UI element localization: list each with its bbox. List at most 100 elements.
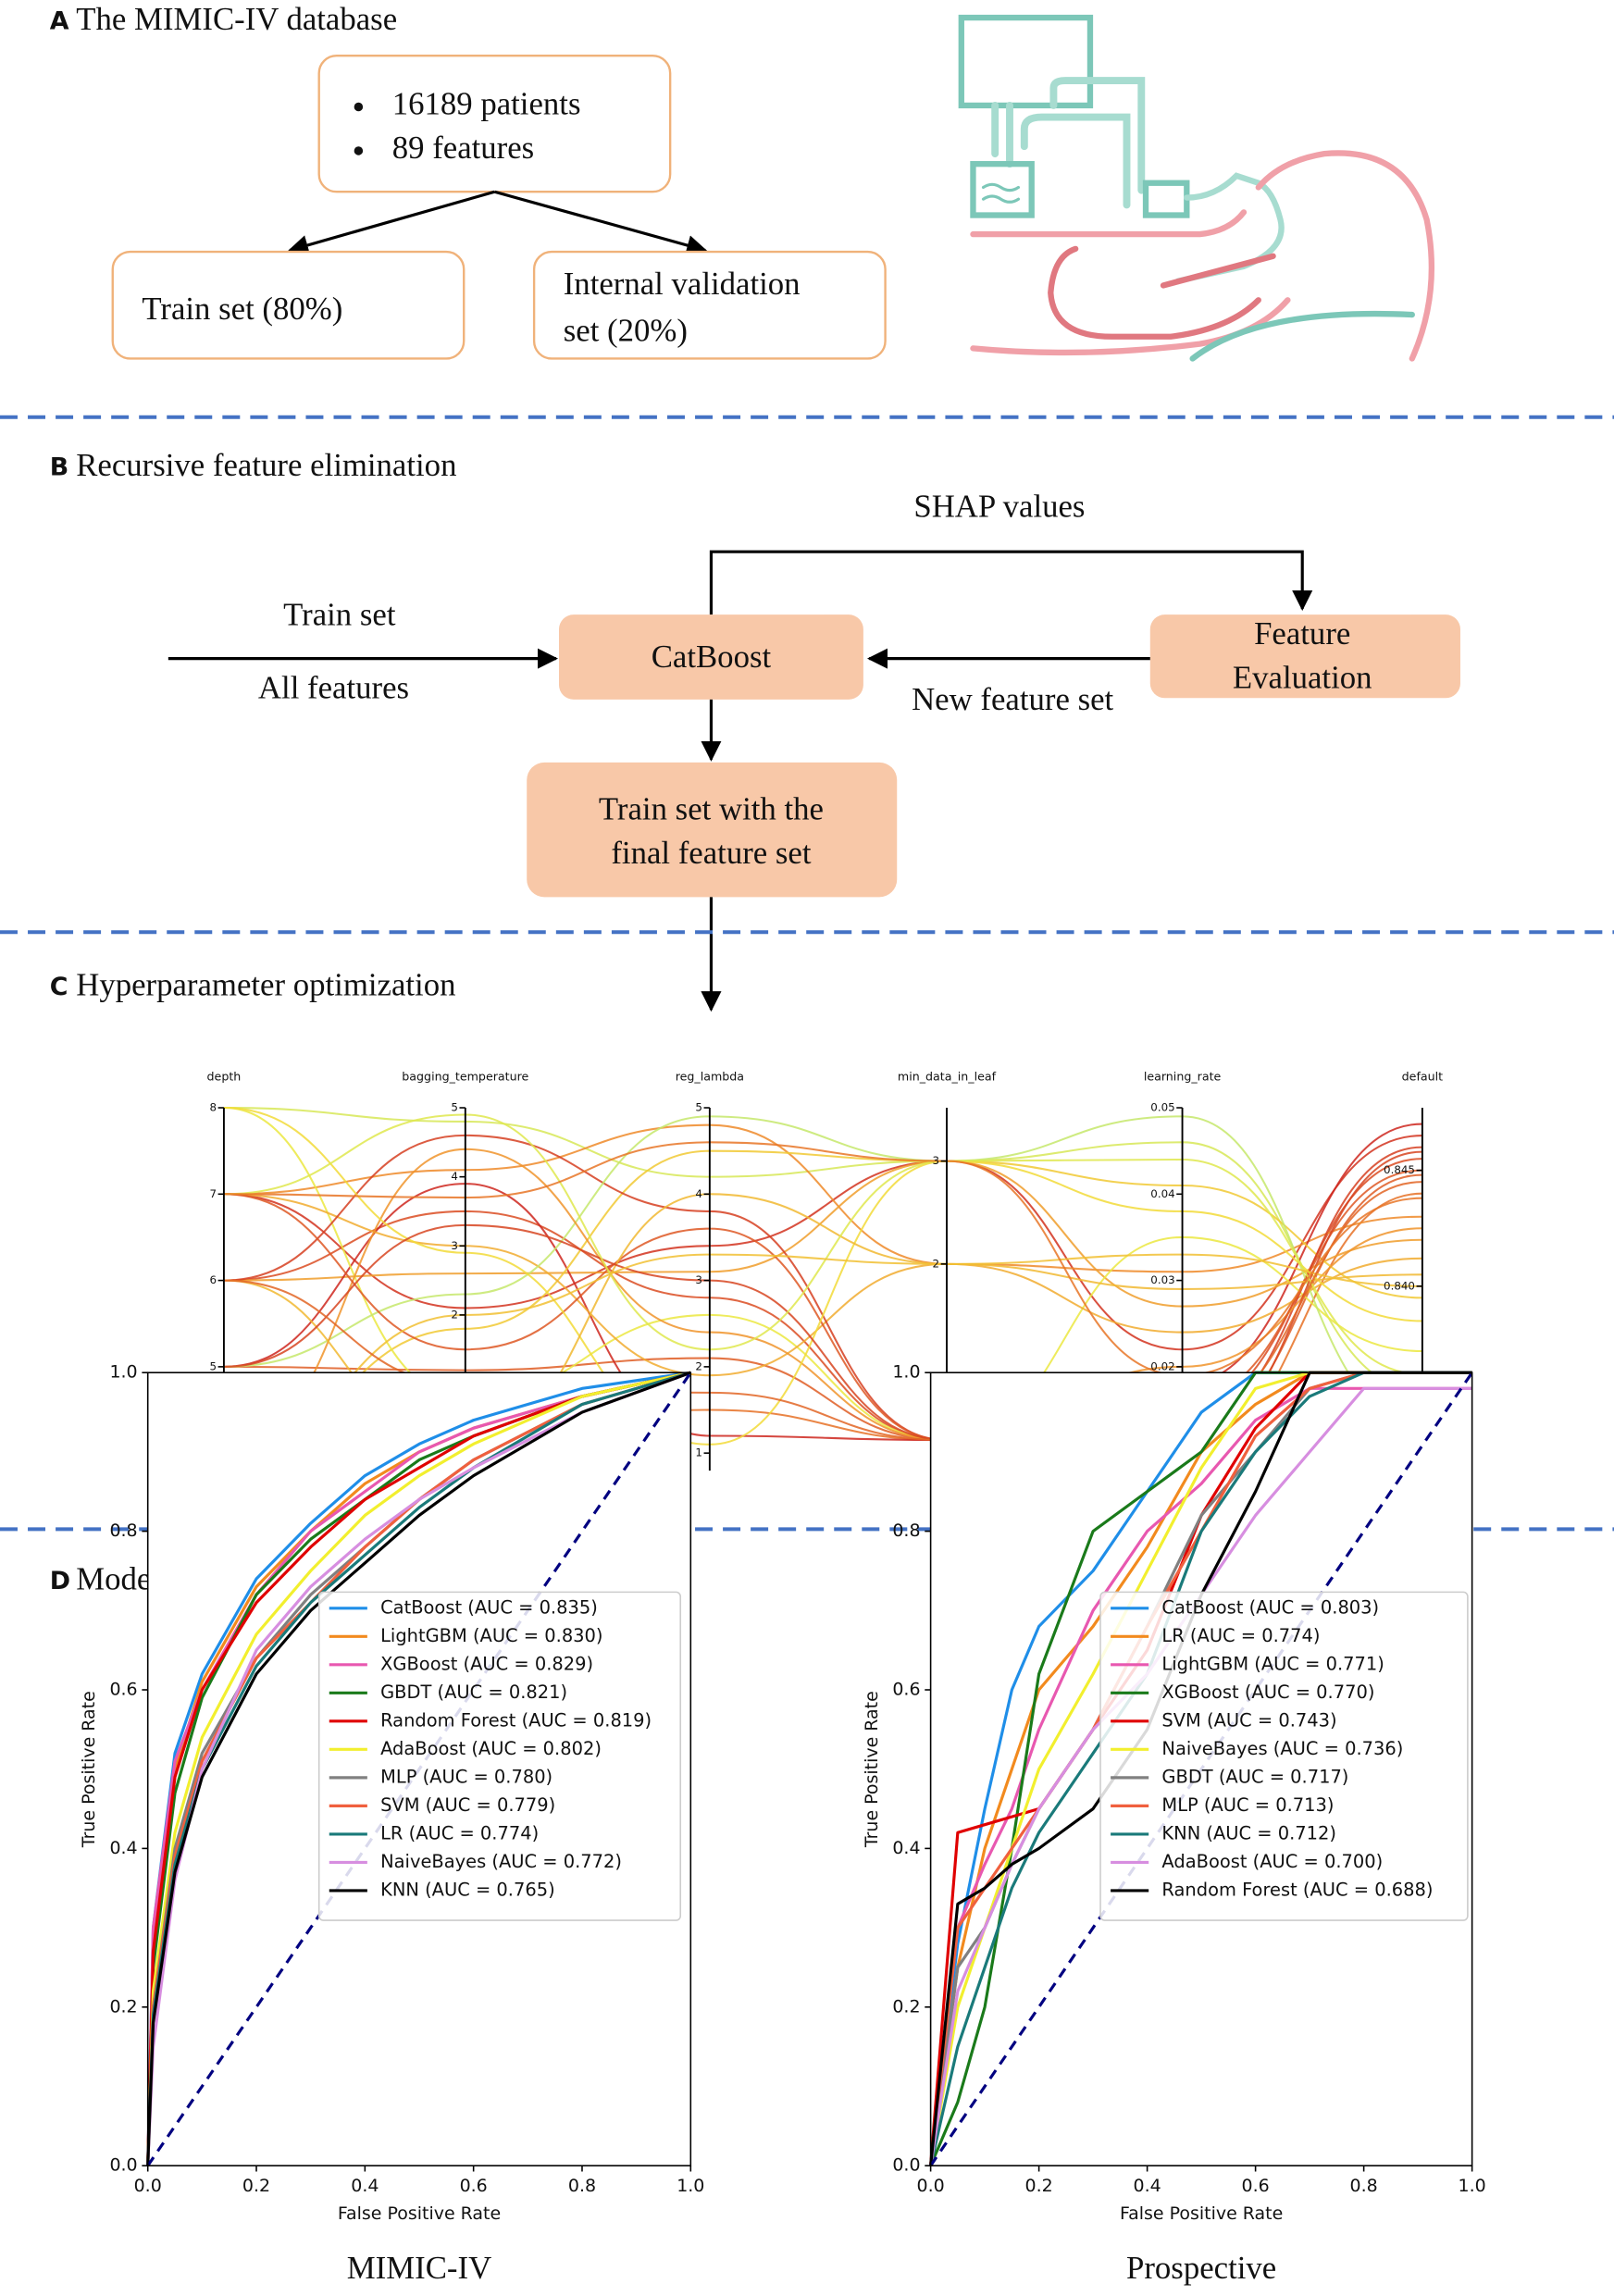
y-tick-label: 0.8: [892, 1520, 920, 1541]
legend-label: GBDT (AUC = 0.717): [1161, 1766, 1348, 1787]
trial-line: [223, 1123, 1422, 1273]
legend-label: CatBoost (AUC = 0.803): [1161, 1596, 1379, 1618]
axis-name: bagging_temperature: [402, 1069, 528, 1083]
tick-label: 0.840: [1384, 1279, 1415, 1292]
legend-label: GBDT (AUC = 0.821): [380, 1682, 567, 1703]
tick-label: 5: [695, 1101, 702, 1114]
tick-label: 2: [933, 1257, 940, 1270]
output-label: final feature set: [611, 835, 812, 871]
trial-line: [223, 1193, 1422, 1377]
output-box: [527, 762, 898, 898]
tick-label: 2: [451, 1308, 458, 1321]
x-tick-label: 0.0: [134, 2176, 162, 2196]
y-tick-label: 0.4: [892, 1838, 920, 1858]
x-axis-label: False Positive Rate: [1120, 2203, 1283, 2224]
roc-curve: [146, 1371, 691, 2166]
legend-label: AdaBoost (AUC = 0.802): [380, 1738, 602, 1759]
legend-label: MLP (AUC = 0.780): [380, 1766, 552, 1787]
evaluation-box: [1149, 614, 1460, 699]
loop-label: SHAP values: [913, 488, 1085, 524]
chart-caption: Prospective: [1126, 2250, 1276, 2286]
y-tick-label: 0.8: [109, 1520, 137, 1541]
cohort-box: [317, 54, 672, 193]
evaluation-label: Feature: [1254, 615, 1350, 652]
legend-box: [317, 1591, 682, 1921]
y-tick-label: 1.0: [892, 1362, 920, 1383]
feedback-label: New feature set: [912, 681, 1113, 717]
y-axis-label: True Positive Rate: [862, 1691, 882, 1848]
tick-label: 4: [695, 1187, 702, 1200]
tick-label: 5: [451, 1101, 458, 1114]
y-tick-label: 0.4: [109, 1838, 137, 1858]
y-tick-label: 0.0: [892, 2155, 920, 2176]
panel-letter: B: [50, 453, 68, 482]
legend-label: LR (AUC = 0.774): [1161, 1625, 1320, 1646]
axis-name: learning_rate: [1144, 1069, 1222, 1083]
arrow: [709, 550, 1313, 615]
x-tick-label: 0.4: [1134, 2176, 1161, 2196]
legend-label: KNN (AUC = 0.765): [380, 1879, 555, 1900]
roc-curve: [146, 1371, 691, 2166]
y-axis-label: True Positive Rate: [79, 1691, 99, 1848]
tick-label: 6: [209, 1273, 217, 1286]
axis-name: depth: [207, 1069, 242, 1083]
tick-label: 0.05: [1150, 1101, 1174, 1114]
panel-letter: A: [50, 6, 69, 35]
output-label: Train set with the: [599, 791, 824, 827]
tick-label: 1: [695, 1446, 702, 1459]
bullet: [354, 102, 364, 112]
x-tick-label: 0.4: [351, 2176, 379, 2196]
y-tick-label: 0.2: [892, 1996, 920, 2017]
panel-title: The MIMIC-IV database: [76, 1, 397, 37]
ventilator-illustration: [958, 14, 1435, 362]
legend-label: SVM (AUC = 0.743): [1161, 1709, 1336, 1731]
legend-label: MLP (AUC = 0.713): [1161, 1794, 1334, 1816]
x-tick-label: 1.0: [1459, 2176, 1486, 2196]
panel-title: Hyperparameter optimization: [76, 966, 455, 1002]
x-tick-label: 0.8: [1350, 2176, 1378, 2196]
cohort-line: 16189 patients: [392, 86, 581, 122]
arrow: [494, 190, 708, 255]
plot-frame: [929, 1371, 1473, 2166]
panel-letter: C: [50, 973, 68, 1001]
legend-label: KNN (AUC = 0.712): [1161, 1822, 1336, 1843]
x-axis-label: False Positive Rate: [338, 2203, 501, 2224]
tick-label: 0.03: [1150, 1273, 1174, 1286]
panel-title: Recursive feature elimination: [76, 447, 456, 483]
trial-line: [223, 1253, 1422, 1455]
legend-label: LightGBM (AUC = 0.771): [1161, 1653, 1384, 1674]
x-tick-label: 0.6: [1242, 2176, 1270, 2196]
input-label: Train set: [283, 596, 396, 632]
legend-label: NaiveBayes (AUC = 0.772): [380, 1851, 622, 1872]
trial-line: [223, 1106, 1422, 1442]
legend-label: LR (AUC = 0.774): [380, 1822, 539, 1843]
roc-curve: [146, 1371, 691, 2166]
trial-line: [223, 1106, 1422, 1392]
chart-caption: MIMIC-IV: [347, 2250, 491, 2286]
tick-label: 3: [695, 1273, 702, 1286]
roc-curve: [929, 1386, 1472, 2166]
validation-box: [532, 250, 887, 360]
tick-label: 7: [209, 1187, 217, 1200]
axis-name: min_data_in_leaf: [898, 1069, 997, 1083]
x-tick-label: 0.2: [242, 2176, 270, 2196]
trial-line: [223, 1158, 1422, 1442]
y-tick-label: 0.0: [109, 2155, 137, 2176]
x-tick-label: 0.8: [568, 2176, 596, 2196]
y-tick-label: 0.2: [109, 1996, 137, 2017]
axis-name: reg_lambda: [676, 1069, 744, 1083]
roc-curve: [146, 1371, 691, 2166]
x-tick-label: 1.0: [677, 2176, 704, 2196]
roc-chart: 0.0 0.2 0.4 0.6 0.8 1.0 0.0 0.2 0.4 0.6 0.8 1.0 Fals…: [862, 1362, 1486, 2286]
legend-label: NaiveBayes (AUC = 0.736): [1161, 1738, 1403, 1759]
legend-box: [1099, 1591, 1469, 1921]
train-box: [111, 250, 466, 360]
roc-chart: 0.0 0.2 0.4 0.6 0.8 1.0 0.0 0.2 0.4 0.6 0.8 1.0 Fals…: [79, 1362, 704, 2286]
legend-label: AdaBoost (AUC = 0.700): [1161, 1851, 1383, 1872]
model-box: [558, 614, 863, 700]
tick-label: 3: [451, 1239, 458, 1252]
tick-label: 0.04: [1150, 1187, 1174, 1200]
x-tick-label: 0.2: [1025, 2176, 1053, 2196]
